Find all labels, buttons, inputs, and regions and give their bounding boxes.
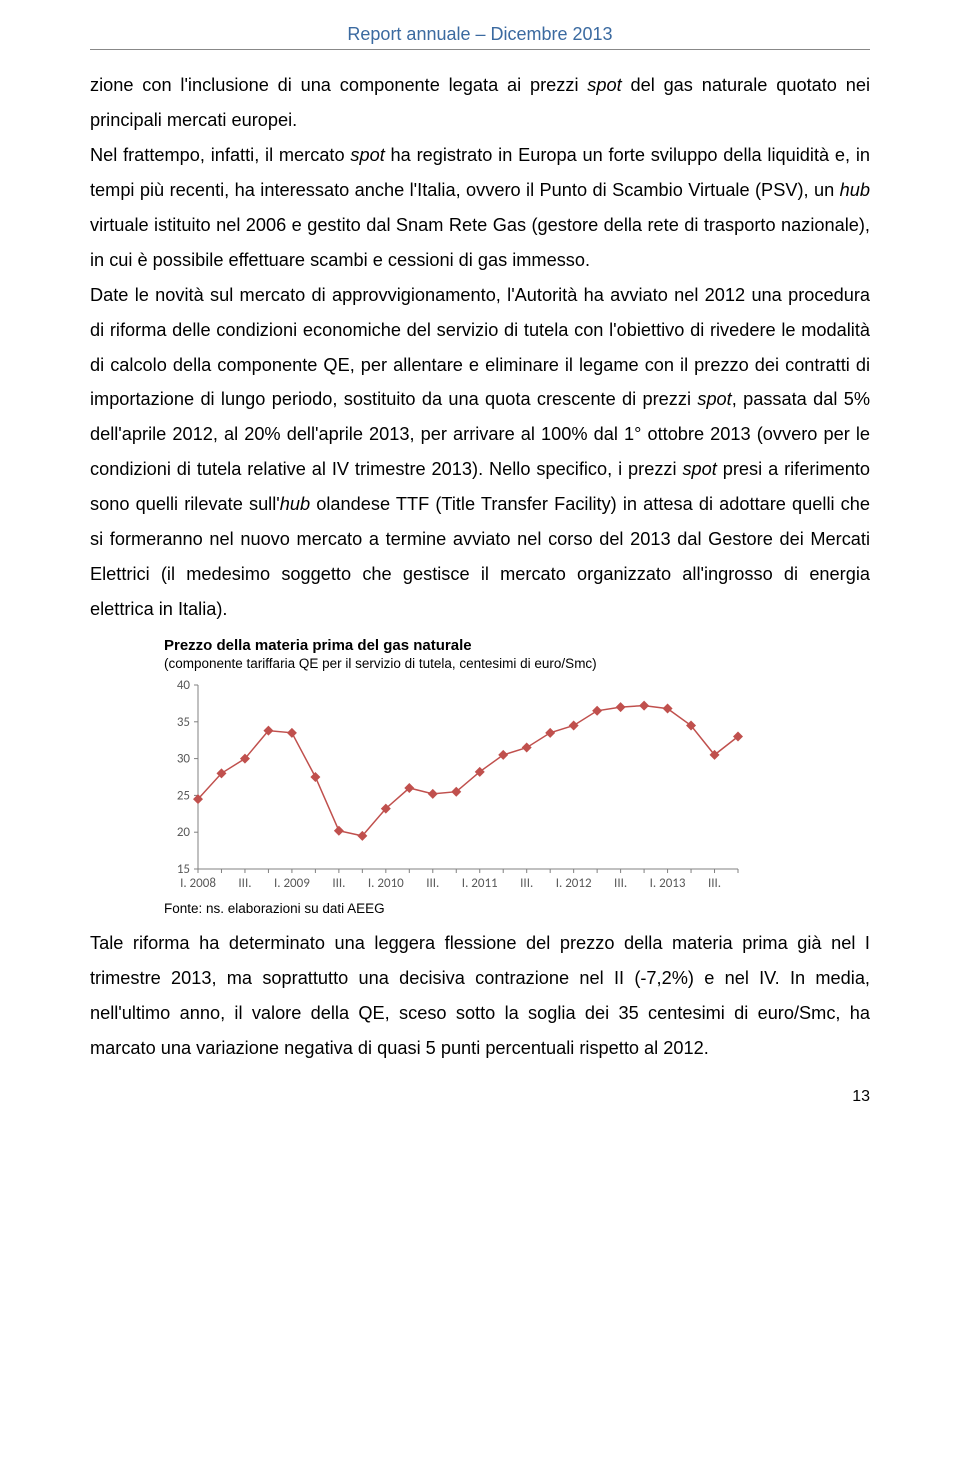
svg-text:III.: III.: [332, 876, 345, 891]
svg-text:30: 30: [177, 752, 191, 767]
italic-run: spot: [350, 145, 384, 165]
svg-text:I. 2009: I. 2009: [274, 876, 310, 891]
text-run: virtuale istituito nel 2006 e gestito da…: [90, 215, 870, 270]
chart-block: Prezzo della materia prima del gas natur…: [164, 637, 764, 916]
svg-text:35: 35: [177, 715, 190, 730]
svg-text:20: 20: [177, 825, 191, 840]
svg-text:I. 2011: I. 2011: [462, 876, 498, 891]
svg-text:I. 2013: I. 2013: [650, 876, 686, 891]
chart-subtitle: (componente tariffaria QE per il servizi…: [164, 656, 764, 671]
svg-text:III.: III.: [520, 876, 533, 891]
italic-run: spot: [682, 459, 716, 479]
chart-title: Prezzo della materia prima del gas natur…: [164, 637, 764, 654]
text-run: zione con l'inclusione di una componente…: [90, 75, 587, 95]
italic-run: spot: [587, 75, 621, 95]
paragraph-4: Tale riforma ha determinato una leggera …: [90, 926, 870, 1066]
text-run: Nel frattempo, infatti, il mercato: [90, 145, 350, 165]
svg-text:III.: III.: [708, 876, 721, 891]
italic-run: hub: [840, 180, 870, 200]
italic-run: spot: [697, 389, 731, 409]
paragraph-1: zione con l'inclusione di una componente…: [90, 68, 870, 138]
paragraph-2: Nel frattempo, infatti, il mercato spot …: [90, 138, 870, 278]
svg-text:I. 2008: I. 2008: [180, 876, 216, 891]
svg-text:III.: III.: [426, 876, 439, 891]
svg-text:25: 25: [177, 788, 190, 803]
running-header: Report annuale – Dicembre 2013: [90, 24, 870, 45]
svg-text:III.: III.: [238, 876, 251, 891]
italic-run: hub: [280, 494, 310, 514]
page-number: 13: [90, 1088, 870, 1106]
svg-text:I. 2012: I. 2012: [556, 876, 592, 891]
header-rule: [90, 49, 870, 50]
svg-text:15: 15: [177, 862, 190, 877]
chart-source: Fonte: ns. elaborazioni su dati AEEG: [164, 901, 764, 916]
paragraph-3: Date le novità sul mercato di approvvigi…: [90, 278, 870, 627]
gas-price-chart: 15 20 25 30 35 40 I. 2008 III. I. 2009 III. I. 201…: [164, 675, 744, 895]
svg-text:III.: III.: [614, 876, 627, 891]
svg-text:40: 40: [177, 678, 191, 693]
svg-text:I. 2010: I. 2010: [368, 876, 404, 891]
